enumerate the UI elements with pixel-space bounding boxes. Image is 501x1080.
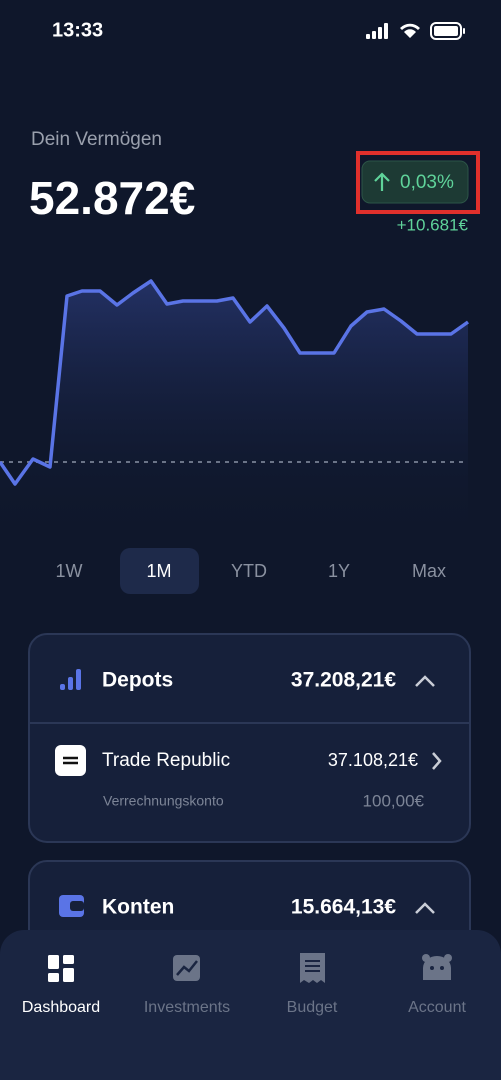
time-range-tab[interactable]: YTD bbox=[231, 561, 267, 581]
time-range-tab[interactable]: 1Y bbox=[328, 561, 350, 581]
card-total: 15.664,13€ bbox=[291, 896, 396, 919]
detail-chevron[interactable] bbox=[432, 752, 442, 770]
broker-logo-mark bbox=[63, 756, 78, 765]
status-time: 13:33 bbox=[52, 19, 103, 41]
change-amount: +10.681€ bbox=[397, 215, 469, 234]
depots-icon bbox=[60, 669, 81, 690]
dashboard-icon bbox=[48, 955, 74, 982]
konten-icon-slot bbox=[70, 901, 84, 911]
time-range-tab[interactable]: 1W bbox=[56, 561, 83, 581]
time-range-tab[interactable]: 1M bbox=[146, 561, 171, 581]
sub-label: Verrechnungskonto bbox=[103, 793, 224, 809]
sub-amount: 100,00€ bbox=[363, 791, 425, 810]
depots-card[interactable] bbox=[28, 633, 471, 843]
chart-area bbox=[0, 281, 468, 540]
time-range-tab[interactable]: Max bbox=[412, 561, 446, 581]
selected-tab-bg bbox=[120, 548, 199, 594]
chart-line bbox=[0, 279, 470, 486]
broker-logo bbox=[55, 745, 86, 776]
account-icon bbox=[422, 954, 452, 980]
portfolio-label: Dein Vermögen bbox=[31, 129, 162, 150]
budget-icon bbox=[300, 953, 325, 983]
nav-item[interactable]: Dashboard bbox=[22, 999, 100, 1016]
collapse-chevron[interactable] bbox=[415, 675, 435, 687]
up-arrow bbox=[374, 172, 390, 191]
highlight-box bbox=[356, 151, 480, 214]
change-badge bbox=[361, 160, 469, 204]
collapse-chevron[interactable] bbox=[415, 902, 435, 914]
change-percent: 0,03% bbox=[400, 172, 454, 193]
bottom-nav bbox=[0, 930, 501, 1080]
nav-item[interactable]: Budget bbox=[287, 999, 338, 1016]
status-icons bbox=[366, 22, 465, 40]
account-amount: 37.108,21€ bbox=[328, 750, 418, 770]
card-total: 37.208,21€ bbox=[291, 669, 396, 692]
account-name[interactable]: Trade Republic bbox=[102, 750, 230, 771]
nav-labels: Dashboard Investments Budget Account bbox=[22, 999, 467, 1016]
nav-item[interactable]: Investments bbox=[144, 999, 230, 1016]
card-title: Depots bbox=[102, 669, 173, 692]
time-range-tabs: 1W 1M YTD 1Y Max bbox=[56, 561, 447, 581]
investments-icon bbox=[173, 955, 200, 981]
card-title: Konten bbox=[102, 896, 174, 919]
nav-item[interactable]: Account bbox=[408, 999, 466, 1016]
portfolio-total: 52.872€ bbox=[29, 172, 195, 224]
